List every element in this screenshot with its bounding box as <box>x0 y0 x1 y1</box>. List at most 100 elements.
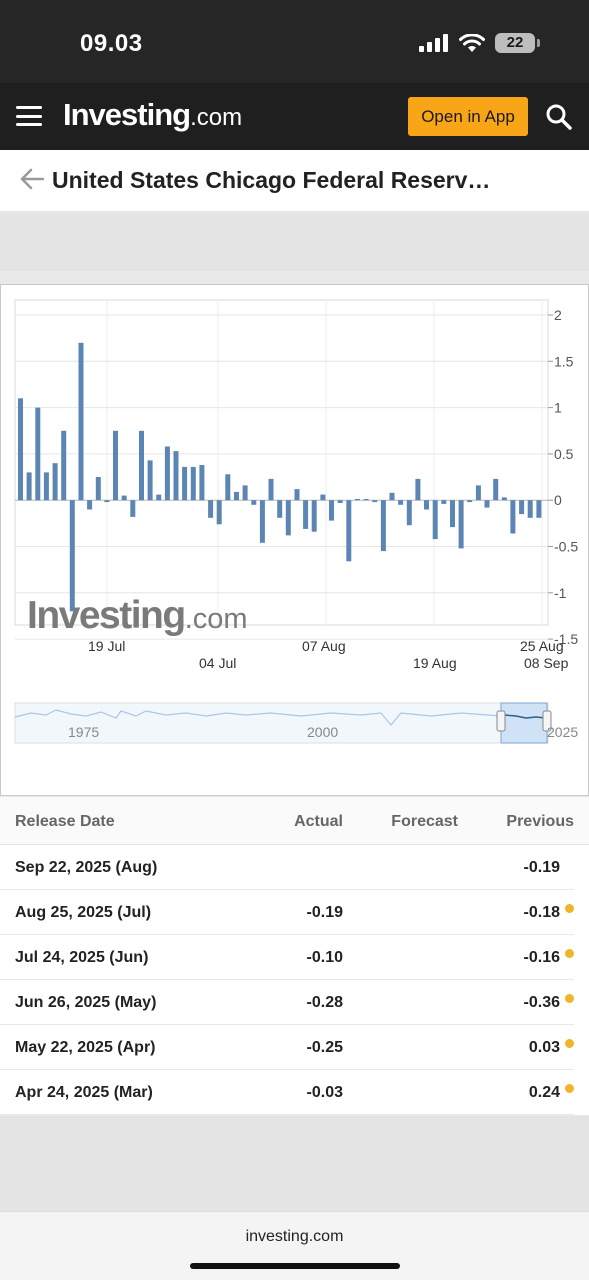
investing-logo[interactable]: Investing.com <box>63 97 243 132</box>
chart-bar[interactable] <box>285 500 291 536</box>
header-forecast[interactable]: Forecast <box>391 813 458 830</box>
chart-bar[interactable] <box>182 466 188 501</box>
chart-bar[interactable] <box>130 500 136 517</box>
previous-cell: -0.36 <box>523 994 560 1011</box>
chart-bar[interactable] <box>432 500 438 540</box>
chart-bar[interactable] <box>208 500 214 518</box>
chart-bar[interactable] <box>475 485 481 501</box>
chart-bar[interactable] <box>303 500 309 529</box>
chart-bar[interactable] <box>61 430 67 501</box>
home-indicator[interactable] <box>190 1263 400 1269</box>
table-row: Apr 24, 2025 (Mar) -0.03 0.24 <box>0 1070 574 1115</box>
revision-dot-icon[interactable] <box>565 1039 574 1048</box>
chart-bar[interactable] <box>320 494 326 501</box>
table-header: Release Date Actual Forecast Previous <box>0 797 589 845</box>
chart-bar[interactable] <box>415 478 421 501</box>
hamburger-menu-icon[interactable] <box>16 106 42 126</box>
bar-chart[interactable]: Investing.com 2 1.5 1 0.5 0 -0.5 -1 -1.5 19 Jul… <box>1 285 588 795</box>
release-date-cell: Jul 24, 2025 (Jun) <box>15 949 149 966</box>
x-tick-label: 19 Aug <box>413 655 457 671</box>
chart-bar[interactable] <box>294 489 300 501</box>
chart-bar[interactable] <box>225 474 231 501</box>
chart-bar[interactable] <box>277 500 283 518</box>
actual-cell: -0.28 <box>306 994 343 1011</box>
header-release-date[interactable]: Release Date <box>15 813 115 830</box>
chart-bar[interactable] <box>259 500 265 543</box>
chart-bar[interactable] <box>156 494 162 501</box>
chart-bar[interactable] <box>139 430 144 501</box>
back-arrow-icon[interactable] <box>20 168 44 190</box>
chart-bar[interactable] <box>337 500 343 503</box>
chart-bar[interactable] <box>147 460 153 501</box>
chart-bar[interactable] <box>216 500 222 525</box>
header-previous[interactable]: Previous <box>506 813 574 830</box>
chart-bar[interactable] <box>406 500 412 526</box>
top-navigation: Investing.com Open in App <box>0 83 589 150</box>
table-row: Jul 24, 2025 (Jun) -0.10 -0.16 <box>0 935 574 980</box>
ad-placeholder <box>0 213 589 271</box>
chart-bar[interactable] <box>354 499 360 501</box>
chart-bar[interactable] <box>467 500 473 503</box>
page-background <box>0 1116 589 1211</box>
navigator[interactable]: 1975 2000 2025 <box>14 702 578 744</box>
chart-bar[interactable] <box>510 500 516 534</box>
chart-bar[interactable] <box>121 495 127 501</box>
chart-bar[interactable] <box>363 499 369 501</box>
y-tick-label: 2 <box>554 307 562 323</box>
search-icon[interactable] <box>546 104 572 130</box>
navigator-right-handle[interactable] <box>542 710 552 732</box>
table-row: Sep 22, 2025 (Aug) -0.19 <box>0 845 574 890</box>
chart-bar[interactable] <box>493 478 499 501</box>
previous-cell: 0.03 <box>528 1039 560 1056</box>
header-actual[interactable]: Actual <box>294 813 343 830</box>
chart-bar[interactable] <box>527 500 533 518</box>
chart-bar[interactable] <box>104 500 110 503</box>
chart-bar[interactable] <box>173 451 179 501</box>
chart-bar[interactable] <box>519 500 525 515</box>
chart-bar[interactable] <box>380 500 386 552</box>
revision-dot-icon[interactable] <box>565 949 574 958</box>
chart-bar[interactable] <box>164 446 170 501</box>
chart-bar[interactable] <box>372 500 378 503</box>
chart-bar[interactable] <box>398 500 404 505</box>
navigator-left-handle[interactable] <box>496 710 506 732</box>
chart-bar[interactable] <box>251 500 257 505</box>
chart-bar[interactable] <box>450 500 455 528</box>
chart-bar[interactable] <box>329 500 334 521</box>
chart-bar[interactable] <box>389 492 395 501</box>
chart-bar[interactable] <box>113 430 118 501</box>
chart-bar[interactable] <box>424 500 429 510</box>
chart-bar[interactable] <box>78 342 84 501</box>
chart-bar[interactable] <box>501 497 507 501</box>
chart-bar[interactable] <box>18 398 23 501</box>
x-tick-label: 04 Jul <box>199 655 236 671</box>
chart-bar[interactable] <box>87 500 93 510</box>
chart-bar[interactable] <box>346 500 352 562</box>
chart-bar[interactable] <box>311 500 317 532</box>
y-tick-label: 0.5 <box>554 446 574 462</box>
chart-bar[interactable] <box>35 407 41 501</box>
revision-dot-icon[interactable] <box>565 904 574 913</box>
chart-bar[interactable] <box>26 472 32 501</box>
chart-bar[interactable] <box>441 500 447 504</box>
chart-bar[interactable] <box>52 463 58 501</box>
revision-dot-icon[interactable] <box>565 1084 574 1093</box>
chart-bar[interactable] <box>190 466 196 501</box>
chart-bar[interactable] <box>95 477 101 501</box>
chart-bar[interactable] <box>43 472 49 501</box>
chart-bar[interactable] <box>458 500 464 549</box>
chart-bar[interactable] <box>484 500 490 508</box>
chart-bar[interactable] <box>69 500 75 612</box>
address-bar-url[interactable]: investing.com <box>245 1228 344 1245</box>
chart-bar[interactable] <box>536 500 542 518</box>
open-in-app-button[interactable]: Open in App <box>408 97 528 136</box>
revision-dot-icon[interactable] <box>565 994 574 1003</box>
navigator-label-2025: 2025 <box>547 724 578 740</box>
chart-bar[interactable] <box>242 485 248 501</box>
y-tick-label: -1 <box>554 585 567 601</box>
page-header: United States Chicago Federal Reserv… <box>0 150 589 212</box>
release-date-cell: Sep 22, 2025 (Aug) <box>15 859 158 876</box>
chart-bar[interactable] <box>199 465 205 501</box>
chart-bar[interactable] <box>268 478 274 501</box>
chart-bar[interactable] <box>234 491 239 501</box>
